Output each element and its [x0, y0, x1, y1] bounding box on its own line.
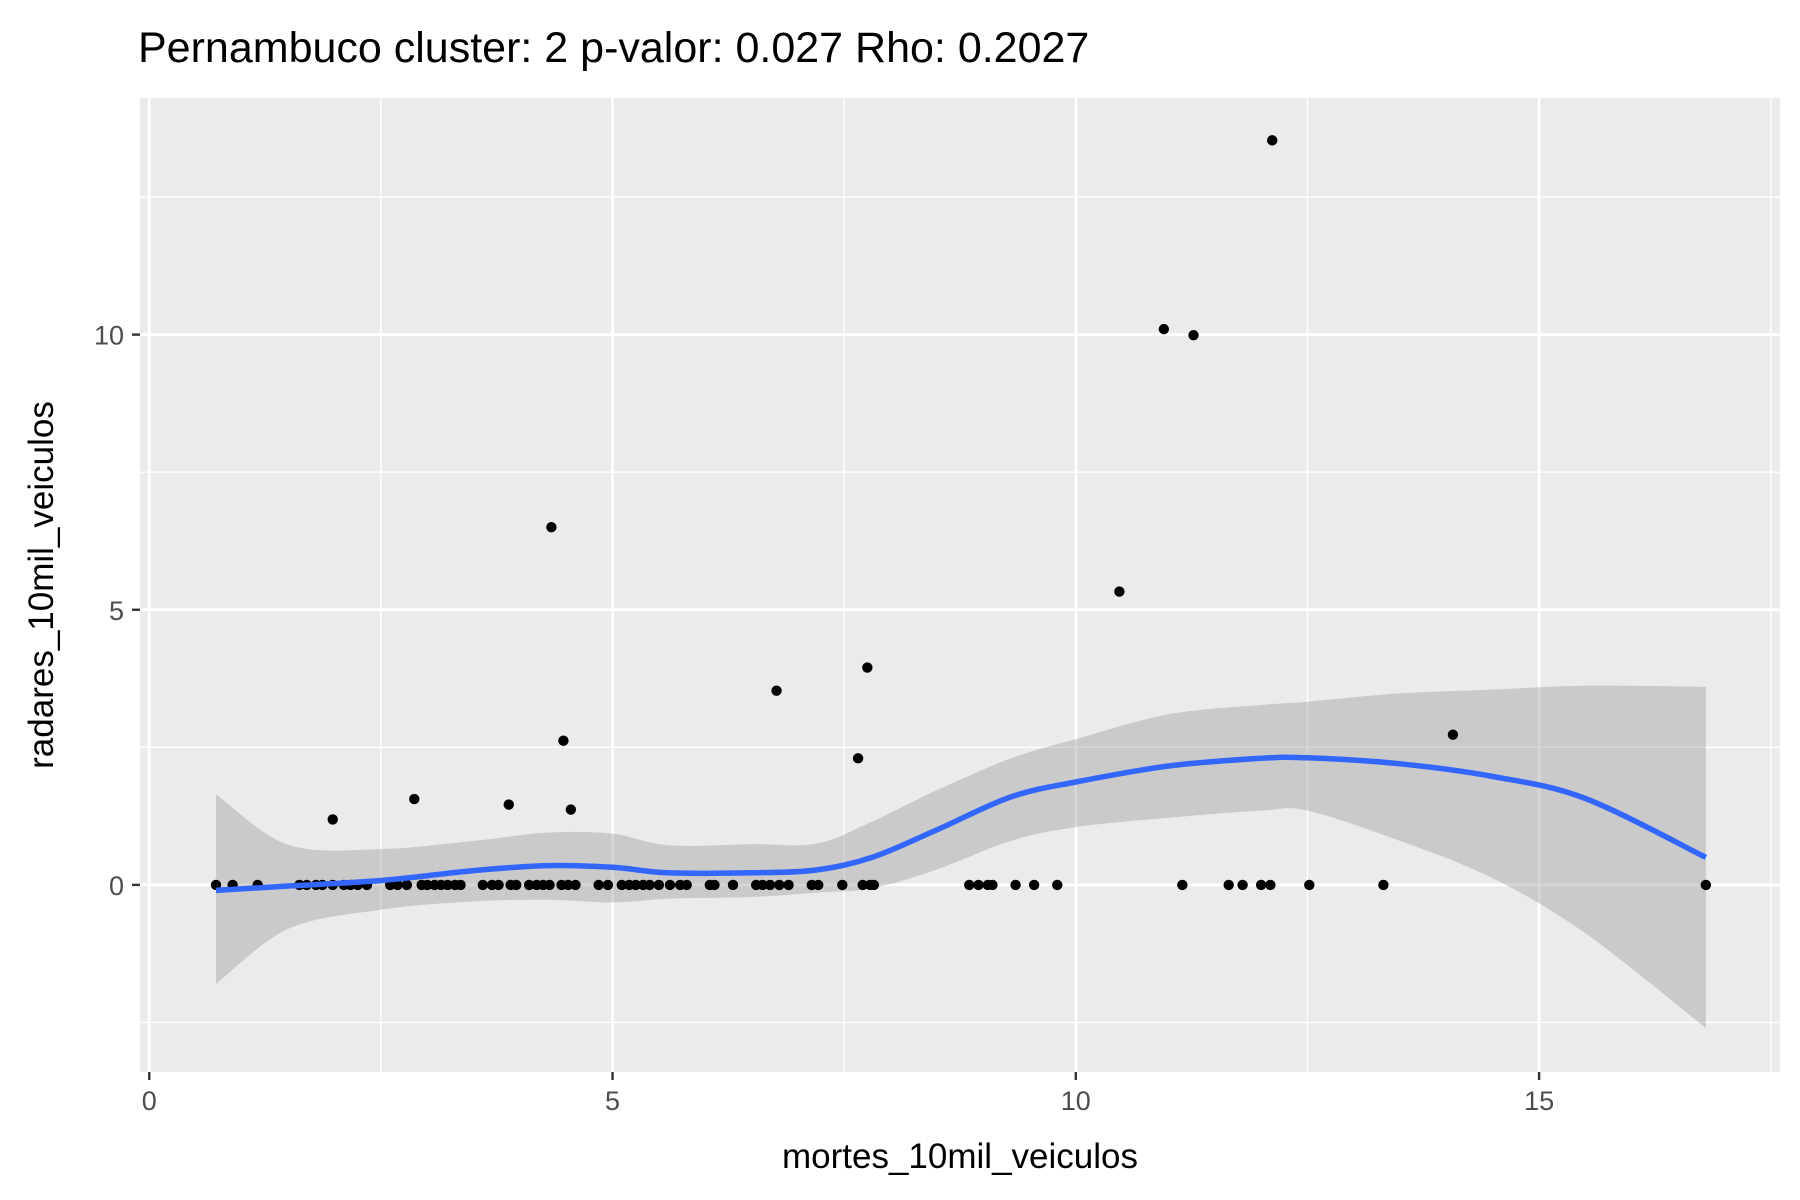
x-tick-label: 15	[1524, 1086, 1554, 1116]
x-tick-label: 5	[605, 1086, 620, 1116]
data-point	[664, 879, 676, 891]
data-point	[1177, 879, 1188, 891]
data-point	[1028, 879, 1040, 891]
data-point	[764, 879, 776, 891]
data-point	[868, 879, 880, 891]
data-point	[774, 879, 785, 891]
data-point	[558, 735, 569, 746]
data-point	[653, 879, 665, 891]
data-point	[1223, 879, 1234, 891]
data-point	[783, 879, 794, 891]
data-point	[857, 879, 868, 891]
data-point	[1188, 329, 1199, 341]
data-point	[1052, 879, 1063, 891]
data-point	[837, 879, 848, 891]
plot-panel	[140, 98, 1780, 1072]
data-point	[455, 879, 466, 891]
data-point	[771, 685, 782, 696]
data-point	[401, 879, 413, 891]
data-point	[973, 879, 984, 891]
data-point	[1378, 879, 1389, 891]
data-point	[562, 879, 574, 891]
data-point	[327, 814, 338, 825]
data-point	[409, 793, 420, 805]
y-axis-label: radares_10mil_veiculos	[22, 401, 61, 769]
data-point	[681, 879, 692, 891]
data-point	[1237, 879, 1248, 891]
data-point	[630, 879, 641, 891]
data-point	[616, 879, 628, 891]
chart-title: Pernambuco cluster: 2 p-valor: 0.027 Rho…	[138, 24, 1089, 72]
data-point	[862, 662, 873, 673]
data-point	[510, 879, 522, 891]
data-point	[570, 879, 581, 891]
data-point	[565, 804, 577, 815]
data-point	[1304, 879, 1315, 891]
data-points	[210, 135, 1712, 891]
x-tick-label: 0	[142, 1086, 157, 1116]
data-point	[964, 879, 975, 891]
data-point	[757, 879, 768, 891]
data-point	[987, 879, 998, 891]
x-tick-label: 10	[1061, 1086, 1091, 1116]
data-point	[644, 879, 655, 891]
data-point	[1255, 879, 1267, 891]
data-point	[503, 799, 514, 810]
minor-gridlines	[140, 98, 1780, 1072]
data-point	[709, 879, 720, 891]
data-point	[1267, 135, 1278, 146]
data-point	[544, 879, 555, 891]
data-point	[546, 522, 557, 533]
x-axis-label: mortes_10mil_veiculos	[782, 1137, 1138, 1176]
y-tick-label: 10	[94, 321, 124, 351]
data-point	[523, 879, 535, 891]
y-tick-label: 0	[109, 871, 124, 901]
data-point	[1010, 879, 1021, 891]
x-axis-ticks: 0 5 10 15	[142, 1072, 1554, 1116]
data-point	[392, 879, 403, 891]
data-point	[477, 879, 489, 891]
data-point	[727, 879, 739, 891]
data-point	[493, 879, 504, 891]
data-point	[422, 879, 433, 891]
data-point	[1265, 879, 1276, 891]
y-axis-ticks: 0 5 10	[94, 321, 140, 901]
smooth-trend-line	[215, 754, 1708, 894]
data-point	[442, 879, 453, 891]
data-point	[1114, 586, 1125, 597]
data-point	[813, 879, 824, 891]
data-point	[852, 753, 864, 764]
y-tick-label: 5	[109, 596, 124, 626]
data-point	[602, 879, 614, 891]
data-point	[1447, 729, 1459, 740]
data-point	[1700, 879, 1712, 891]
data-point	[1158, 323, 1170, 335]
confidence-ribbon	[216, 685, 1706, 1028]
major-gridlines	[140, 98, 1780, 1072]
data-point	[593, 879, 604, 891]
